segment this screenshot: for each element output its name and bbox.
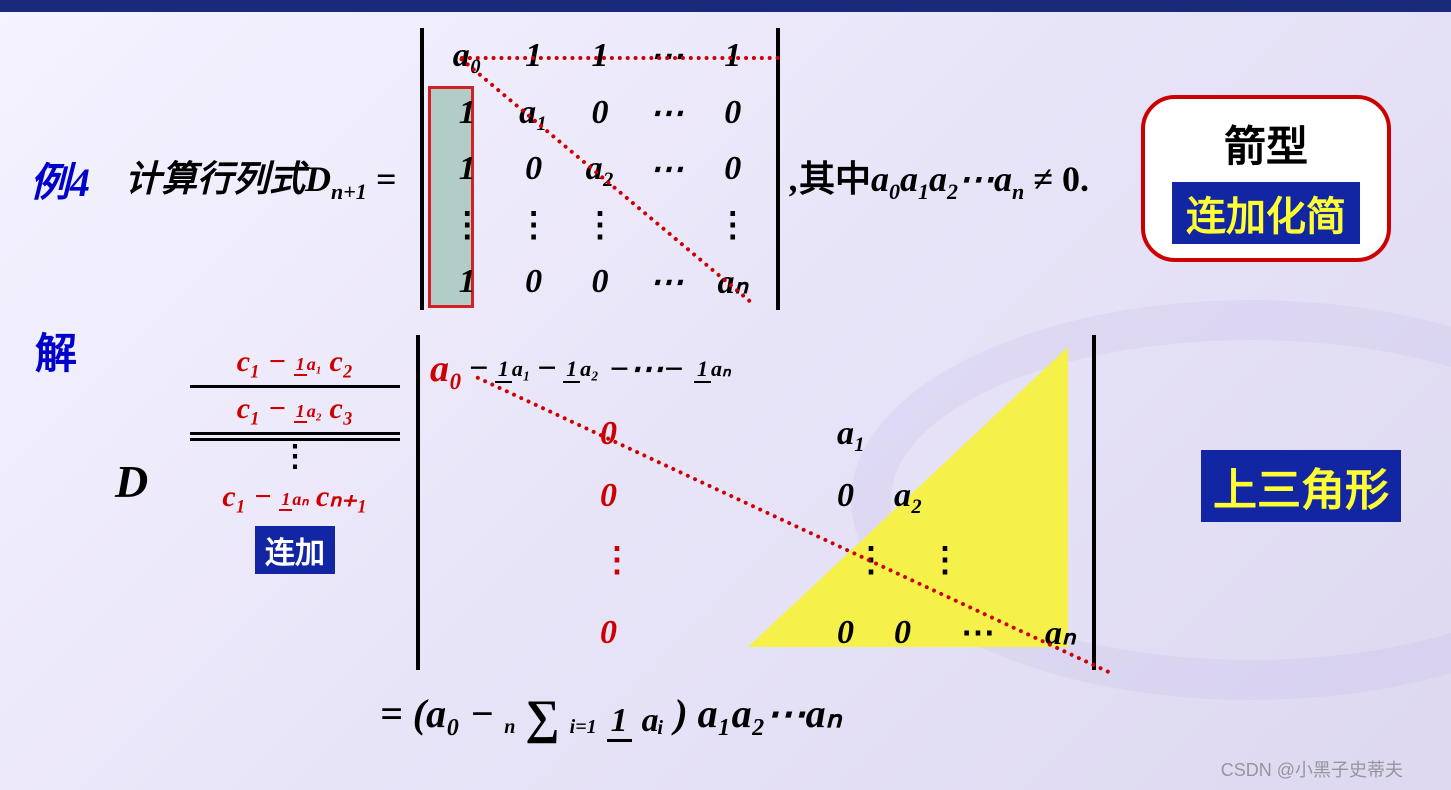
- result-frac: 1 aᵢ: [607, 698, 665, 738]
- D-var: D: [305, 159, 331, 199]
- slide-content: 例4 计算行列式Dn+1 = ,其中a0a1a2⋯an ≠ 0. a₀ 1 1 …: [30, 20, 1421, 790]
- m2-row-1: a₀ − 1a₁ − 1a₂ −⋯− 1aₙ: [430, 347, 1082, 391]
- m1-c: ⋮: [450, 205, 484, 245]
- m1-c: 1: [459, 263, 476, 301]
- summation: n ∑ i=1: [504, 696, 596, 740]
- determinant-2: a₀ − 1a₁ − 1a₂ −⋯− 1aₙ 0 a₁ 0 0 a₂ ⋮ ⋮ ⋮…: [416, 335, 1096, 670]
- m1-c: 0: [525, 150, 542, 188]
- m1-c: 0: [724, 150, 741, 188]
- problem-statement: 计算行列式Dn+1 =: [125, 150, 396, 205]
- m2-row-5: 0 0 0 ⋯ aₙ: [430, 613, 1082, 653]
- op-row-2: c₁ − 1a₂ c₃: [180, 392, 410, 426]
- m2-row-4: ⋮ ⋮ ⋮: [430, 540, 1082, 580]
- op-vdots: ⋮: [180, 445, 410, 469]
- m1-c: 0: [724, 94, 741, 132]
- m1-c: 0: [591, 94, 608, 132]
- dotted-line-top: [460, 56, 780, 60]
- result-pre: = (a₀ −: [380, 691, 504, 736]
- m1-c: 1: [459, 150, 476, 188]
- op-row-1: c₁ − 1a₁ c₂: [180, 345, 410, 379]
- det-bar-left: [416, 335, 420, 670]
- det-bar-right: [776, 28, 780, 310]
- arrow-type-badge: 箭型 连加化简: [1141, 95, 1391, 262]
- compute-text: 计算行列式: [125, 159, 305, 199]
- m1-c: ⋮: [583, 205, 617, 245]
- result-post: ) a₁a₂⋯aₙ: [674, 691, 841, 736]
- watermark: CSDN @小黑子史蒂夫: [1221, 756, 1403, 782]
- m1-c: ⋯: [649, 262, 683, 302]
- condition-text: ,其中a0a1a2⋯an ≠ 0.: [790, 150, 1089, 205]
- D-sub: n+1: [331, 179, 367, 204]
- m1-c: 0: [525, 263, 542, 301]
- m1-c: 1: [459, 94, 476, 132]
- m1-c: 0: [591, 263, 608, 301]
- matrix1-grid: a₀ 1 1 ⋯ 1 1 a₁ 0 ⋯ 0 1 0 a₂ ⋯ 0 ⋮ ⋮ ⋮ ⋮…: [434, 28, 766, 310]
- sigma-icon: ∑: [525, 691, 559, 744]
- lianjia-badge: 连加: [255, 526, 335, 574]
- solution-label: 解: [35, 320, 77, 381]
- eq-sign: =: [376, 159, 397, 199]
- upper-triangle-badge: 上三角形: [1201, 450, 1401, 522]
- final-result: = (a₀ − n ∑ i=1 1 aᵢ ) a₁a₂⋯aₙ: [380, 690, 842, 740]
- top-bar: [0, 0, 1451, 12]
- arrow-type-label: 箭型: [1145, 113, 1387, 174]
- m1-c: ⋯: [649, 149, 683, 189]
- m2-row-2: 0 a₁: [430, 415, 1082, 453]
- op-divider: [190, 432, 400, 435]
- op-divider: [190, 385, 400, 388]
- D-symbol: D: [115, 455, 148, 508]
- example-label: 例4: [30, 150, 90, 208]
- determinant-1: a₀ 1 1 ⋯ 1 1 a₁ 0 ⋯ 0 1 0 a₂ ⋯ 0 ⋮ ⋮ ⋮ ⋮…: [420, 28, 780, 310]
- cond-pre: 其中: [799, 159, 871, 199]
- column-operations: c₁ − 1a₁ c₂ c₁ − 1a₂ c₃ ⋮ c₁ − 1aₙ cₙ₊₁ …: [180, 345, 410, 574]
- m1-c: ⋯: [649, 93, 683, 133]
- m2-a0: a₀: [430, 347, 462, 391]
- det-bar-left: [420, 28, 424, 310]
- m1-c: ⋮: [716, 205, 750, 245]
- op-row-n: c₁ − 1aₙ cₙ₊₁: [180, 479, 410, 514]
- lianjia-simplify-label: 连加化简: [1172, 182, 1360, 244]
- m1-c: ⋮: [517, 205, 551, 245]
- det-bar-right: [1092, 335, 1096, 670]
